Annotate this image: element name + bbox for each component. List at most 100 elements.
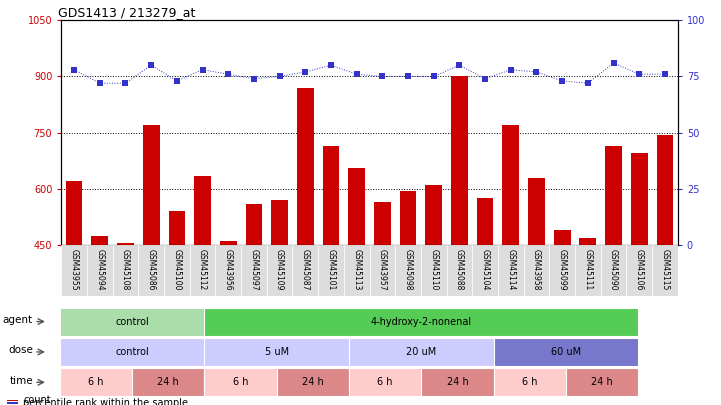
Bar (246, 204, 262, 405)
Text: GSM45086: GSM45086 (146, 249, 156, 290)
Text: GSM45115: GSM45115 (660, 249, 669, 290)
Bar (421, 368, 493, 396)
Bar (605, 146, 622, 405)
Bar (169, 211, 185, 405)
Bar (451, 77, 468, 405)
Bar (349, 338, 493, 366)
Text: GSM45088: GSM45088 (455, 249, 464, 290)
Text: GSM45110: GSM45110 (429, 249, 438, 290)
Bar (216, 245, 241, 296)
Text: 20 uM: 20 uM (406, 347, 436, 357)
Text: GSM45112: GSM45112 (198, 249, 207, 290)
Bar (374, 202, 391, 405)
Bar (493, 368, 566, 396)
Bar (498, 245, 523, 296)
Text: 6 h: 6 h (522, 377, 537, 387)
Text: GSM45090: GSM45090 (609, 249, 618, 291)
Bar (523, 245, 549, 296)
Bar (493, 338, 638, 366)
Text: 5 uM: 5 uM (265, 347, 288, 357)
Bar (293, 245, 318, 296)
Bar (566, 368, 638, 396)
Bar (425, 185, 442, 405)
Text: 24 h: 24 h (446, 377, 468, 387)
Text: GSM45104: GSM45104 (481, 249, 490, 290)
Bar (580, 237, 596, 405)
Text: 6 h: 6 h (88, 377, 104, 387)
Bar (205, 307, 638, 336)
Text: GSM45106: GSM45106 (634, 249, 644, 290)
Bar (132, 368, 205, 396)
Bar (7, 402, 18, 404)
Bar (194, 176, 211, 405)
Bar (657, 134, 673, 405)
Text: control: control (115, 347, 149, 357)
Text: dose: dose (8, 345, 33, 356)
Bar (205, 368, 277, 396)
Text: GSM45108: GSM45108 (121, 249, 130, 290)
Text: 24 h: 24 h (302, 377, 324, 387)
Bar (575, 245, 601, 296)
Text: GSM45114: GSM45114 (506, 249, 516, 290)
Bar (241, 245, 267, 296)
Bar (66, 181, 82, 405)
Text: 24 h: 24 h (157, 377, 179, 387)
Text: GSM45100: GSM45100 (172, 249, 182, 290)
Bar (112, 245, 138, 296)
Text: 6 h: 6 h (233, 377, 248, 387)
Bar (318, 245, 344, 296)
Text: 6 h: 6 h (377, 377, 393, 387)
Text: agent: agent (3, 315, 33, 325)
Text: GSM43958: GSM43958 (532, 249, 541, 290)
Bar (220, 241, 236, 405)
Text: GSM45113: GSM45113 (352, 249, 361, 290)
Text: count: count (24, 395, 51, 405)
Bar (528, 177, 545, 405)
Text: GSM43955: GSM43955 (70, 249, 79, 291)
Bar (277, 368, 349, 396)
Bar (554, 230, 570, 405)
Text: GSM45109: GSM45109 (275, 249, 284, 290)
Text: GSM45101: GSM45101 (327, 249, 335, 290)
Text: GSM45097: GSM45097 (249, 249, 258, 291)
Bar (601, 245, 627, 296)
Bar (205, 338, 349, 366)
Bar (61, 245, 87, 296)
Text: GSM45111: GSM45111 (583, 249, 593, 290)
Text: time: time (9, 376, 33, 386)
Bar (60, 338, 205, 366)
Bar (477, 198, 493, 405)
Bar (627, 245, 652, 296)
Text: GSM43957: GSM43957 (378, 249, 387, 291)
Bar (322, 146, 340, 405)
Bar (117, 243, 134, 405)
Text: GSM43956: GSM43956 (224, 249, 233, 291)
Text: GSM45098: GSM45098 (404, 249, 412, 290)
Text: GSM45087: GSM45087 (301, 249, 310, 290)
Text: control: control (115, 317, 149, 326)
Text: GSM45099: GSM45099 (557, 249, 567, 291)
Bar (60, 307, 205, 336)
Text: 24 h: 24 h (591, 377, 613, 387)
Bar (652, 245, 678, 296)
Bar (271, 200, 288, 405)
Text: 4-hydroxy-2-nonenal: 4-hydroxy-2-nonenal (371, 317, 472, 326)
Bar (421, 245, 446, 296)
Bar (348, 168, 365, 405)
Bar (92, 236, 108, 405)
Text: GSM45094: GSM45094 (95, 249, 105, 291)
Bar (395, 245, 421, 296)
Text: 60 uM: 60 uM (551, 347, 581, 357)
Bar (631, 153, 647, 405)
Bar (503, 125, 519, 405)
Bar (446, 245, 472, 296)
Bar (472, 245, 498, 296)
Text: percentile rank within the sample: percentile rank within the sample (24, 398, 188, 405)
Bar (138, 245, 164, 296)
Bar (549, 245, 575, 296)
Bar (399, 191, 417, 405)
Bar (370, 245, 395, 296)
Bar (297, 88, 314, 405)
Bar (7, 399, 18, 401)
Bar (190, 245, 216, 296)
